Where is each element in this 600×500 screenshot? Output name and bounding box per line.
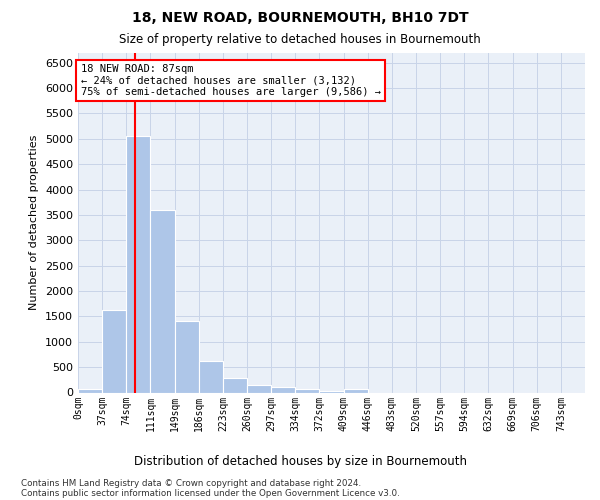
Bar [175, 322, 199, 392]
Text: Contains HM Land Registry data © Crown copyright and database right 2024.: Contains HM Land Registry data © Crown c… [21, 479, 361, 488]
Y-axis label: Number of detached properties: Number of detached properties [29, 135, 40, 310]
Bar [295, 388, 319, 392]
Bar [78, 389, 102, 392]
Bar [199, 361, 223, 392]
Text: 18 NEW ROAD: 87sqm
← 24% of detached houses are smaller (3,132)
75% of semi-deta: 18 NEW ROAD: 87sqm ← 24% of detached hou… [80, 64, 380, 97]
Bar [126, 136, 151, 392]
Bar [271, 387, 295, 392]
Bar [319, 391, 344, 392]
Bar [223, 378, 247, 392]
Text: 18, NEW ROAD, BOURNEMOUTH, BH10 7DT: 18, NEW ROAD, BOURNEMOUTH, BH10 7DT [131, 12, 469, 26]
Bar [344, 390, 368, 392]
Bar [151, 210, 175, 392]
Bar [247, 385, 271, 392]
Bar [102, 310, 126, 392]
Text: Size of property relative to detached houses in Bournemouth: Size of property relative to detached ho… [119, 32, 481, 46]
Text: Contains public sector information licensed under the Open Government Licence v3: Contains public sector information licen… [21, 489, 400, 498]
Text: Distribution of detached houses by size in Bournemouth: Distribution of detached houses by size … [133, 455, 467, 468]
